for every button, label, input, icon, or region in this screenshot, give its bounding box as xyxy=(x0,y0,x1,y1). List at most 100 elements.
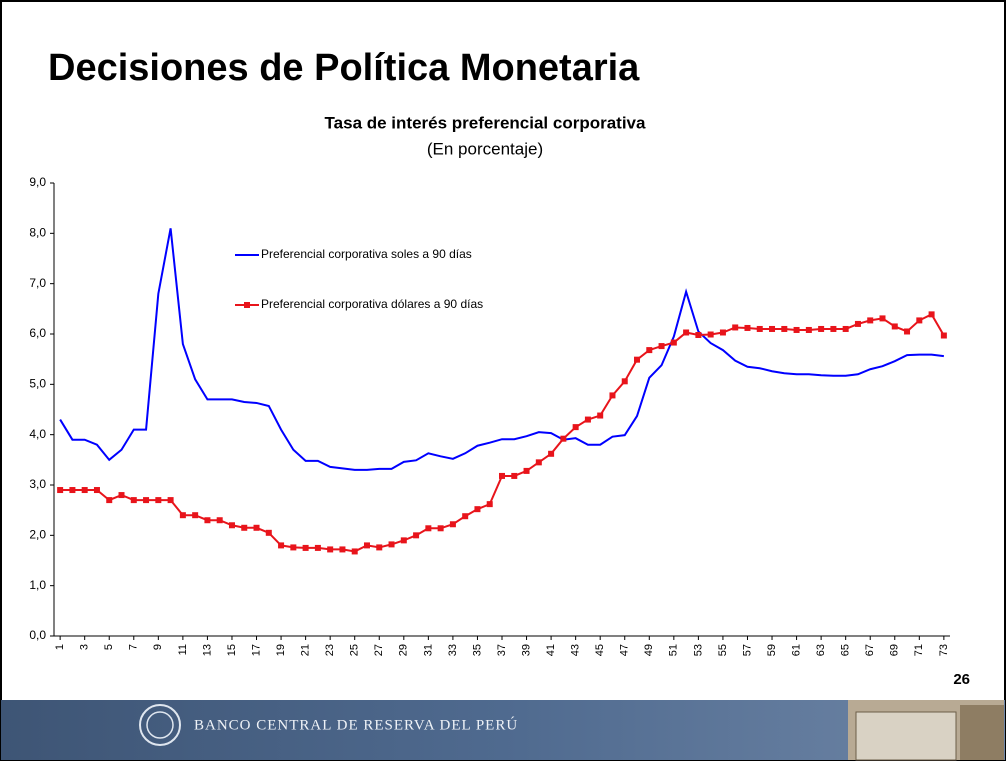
point-marker xyxy=(462,513,468,519)
point-marker xyxy=(573,424,579,430)
x-tick-label: 29 xyxy=(398,644,410,656)
point-marker xyxy=(143,497,149,503)
x-tick-label: 55 xyxy=(717,644,729,656)
x-tick-label: 15 xyxy=(226,644,238,656)
y-tick-label: 0,0 xyxy=(29,628,46,642)
legend-label: Preferencial corporativa soles a 90 días xyxy=(261,247,472,261)
point-marker xyxy=(757,326,763,332)
point-marker xyxy=(401,537,407,543)
point-marker xyxy=(352,548,358,554)
x-tick-label: 49 xyxy=(643,644,655,656)
x-tick-label: 3 xyxy=(79,644,91,650)
point-marker xyxy=(560,436,566,442)
legend-label: Preferencial corporativa dólares a 90 dí… xyxy=(261,297,483,311)
x-tick-label: 51 xyxy=(668,644,680,656)
y-tick-label: 7,0 xyxy=(29,276,46,290)
x-tick-label: 13 xyxy=(201,644,213,656)
point-marker xyxy=(867,317,873,323)
point-marker xyxy=(855,321,861,327)
y-tick-label: 6,0 xyxy=(29,326,46,340)
point-marker xyxy=(585,417,591,423)
x-tick-label: 9 xyxy=(152,644,164,650)
point-marker xyxy=(266,530,272,536)
point-marker xyxy=(339,546,345,552)
point-marker xyxy=(769,326,775,332)
point-marker xyxy=(806,327,812,333)
y-tick-label: 4,0 xyxy=(29,427,46,441)
point-marker xyxy=(425,525,431,531)
point-marker xyxy=(168,497,174,503)
x-tick-label: 21 xyxy=(300,644,312,656)
x-tick-label: 61 xyxy=(790,644,802,656)
point-marker xyxy=(57,487,63,493)
point-marker xyxy=(131,497,137,503)
x-tick-label: 31 xyxy=(422,644,434,656)
point-marker xyxy=(511,473,517,479)
y-tick-label: 2,0 xyxy=(29,528,46,542)
point-marker xyxy=(376,544,382,550)
point-marker xyxy=(548,451,554,457)
footer-text: BANCO CENTRAL DE RESERVA DEL PERÚ xyxy=(194,716,518,733)
point-marker xyxy=(843,326,849,332)
x-tick-label: 23 xyxy=(324,644,336,656)
x-tick-label: 25 xyxy=(349,644,361,656)
x-tick-label: 65 xyxy=(840,644,852,656)
y-tick-label: 8,0 xyxy=(29,226,46,240)
point-marker xyxy=(327,546,333,552)
point-marker xyxy=(597,413,603,419)
y-tick-label: 9,0 xyxy=(29,175,46,189)
point-marker xyxy=(695,332,701,338)
y-tick-label: 5,0 xyxy=(29,377,46,391)
point-marker xyxy=(278,542,284,548)
point-marker xyxy=(180,512,186,518)
point-marker xyxy=(929,311,935,317)
page-number: 26 xyxy=(953,671,970,688)
x-tick-label: 63 xyxy=(815,644,827,656)
x-tick-label: 7 xyxy=(128,644,140,650)
x-tick-label: 39 xyxy=(520,644,532,656)
point-marker xyxy=(916,317,922,323)
x-tick-label: 67 xyxy=(864,644,876,656)
x-tick-label: 35 xyxy=(471,644,483,656)
point-marker xyxy=(879,315,885,321)
point-marker xyxy=(659,343,665,349)
point-marker xyxy=(487,501,493,507)
x-tick-label: 69 xyxy=(889,644,901,656)
chart-subtitle: (En porcentaje) xyxy=(427,139,543,158)
point-marker xyxy=(192,512,198,518)
point-marker xyxy=(290,544,296,550)
x-tick-label: 73 xyxy=(938,644,950,656)
footer-photo xyxy=(856,712,956,760)
chart-title: Tasa de interés preferencial corporativa xyxy=(325,113,646,132)
x-tick-label: 43 xyxy=(570,644,582,656)
x-tick-label: 71 xyxy=(913,644,925,656)
y-tick-label: 3,0 xyxy=(29,477,46,491)
point-marker xyxy=(646,347,652,353)
point-marker xyxy=(794,327,800,333)
point-marker xyxy=(634,357,640,363)
point-marker xyxy=(94,487,100,493)
x-tick-label: 1 xyxy=(54,644,66,650)
point-marker xyxy=(303,545,309,551)
point-marker xyxy=(708,332,714,338)
point-marker xyxy=(106,497,112,503)
point-marker xyxy=(389,541,395,547)
point-marker xyxy=(609,392,615,398)
x-tick-label: 47 xyxy=(619,644,631,656)
x-tick-label: 17 xyxy=(250,644,262,656)
x-tick-label: 19 xyxy=(275,644,287,656)
x-tick-label: 33 xyxy=(447,644,459,656)
slide-title: Decisiones de Política Monetaria xyxy=(48,47,640,89)
point-marker xyxy=(671,340,677,346)
point-marker xyxy=(830,326,836,332)
point-marker xyxy=(941,333,947,339)
point-marker xyxy=(315,545,321,551)
point-marker xyxy=(744,325,750,331)
x-tick-label: 41 xyxy=(545,644,557,656)
point-marker xyxy=(450,521,456,527)
point-marker xyxy=(720,329,726,335)
point-marker xyxy=(254,525,260,531)
y-tick-label: 1,0 xyxy=(29,578,46,592)
point-marker xyxy=(622,378,628,384)
point-marker xyxy=(781,326,787,332)
